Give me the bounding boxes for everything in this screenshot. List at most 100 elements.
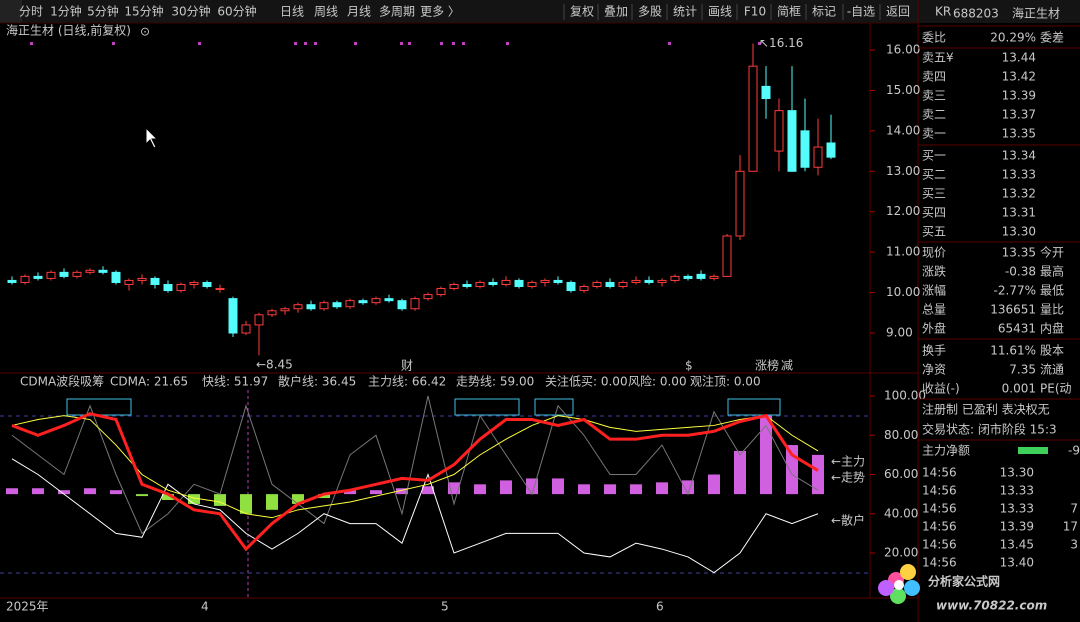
period-tab[interactable]: 5分钟: [87, 4, 119, 19]
candle-body: [59, 271, 69, 277]
indicator-line: [11, 458, 819, 574]
ask-price: 13.44: [1002, 51, 1036, 65]
histogram-bar: [708, 474, 720, 495]
candle-body: [670, 275, 680, 281]
tick-time: 14:56: [922, 502, 957, 516]
quote-value: 11.61%: [990, 344, 1036, 358]
histogram-bar: [58, 490, 70, 495]
bid-price: 13.32: [1002, 187, 1036, 201]
period-tab[interactable]: 60分钟: [217, 4, 256, 19]
histogram-bar: [266, 494, 278, 510]
status: 交易状态: 闭市阶段 15:3: [922, 422, 1057, 437]
candle-body: [761, 85, 771, 100]
histogram-bar: [396, 488, 408, 495]
quote-label: 涨跌: [922, 264, 946, 279]
flow-bar: [1018, 447, 1048, 454]
tick-price: 13.39: [1000, 520, 1034, 534]
candle-body: [722, 235, 732, 277]
candle-body: [176, 283, 186, 292]
tool-button[interactable]: 多股: [638, 5, 662, 19]
tick-time: 14:56: [922, 538, 957, 552]
y-tick-label: 40.00: [884, 506, 918, 520]
tool-button[interactable]: 叠加: [604, 5, 628, 19]
stock-name: 海正生材: [1012, 6, 1060, 21]
candle-body: [384, 298, 394, 302]
x-axis-label: 2025年: [6, 600, 49, 614]
tick-volume: 3: [1070, 538, 1078, 552]
event-marker[interactable]: 减: [781, 359, 793, 373]
toolbar-bg: [0, 0, 1080, 23]
candle-body: [215, 288, 225, 291]
histogram-bar: [214, 494, 226, 506]
quote-value: 136651: [990, 303, 1036, 317]
quote-label: 净资: [922, 363, 946, 377]
period-tab[interactable]: 日线: [280, 5, 304, 19]
candle-body: [85, 269, 95, 273]
quote-label: 涨幅: [922, 283, 946, 298]
candle-body: [605, 281, 615, 288]
quote-value: 13.35: [1002, 246, 1036, 260]
period-tab[interactable]: 分时: [19, 5, 43, 19]
tool-button[interactable]: 返回: [886, 5, 910, 19]
mouse-cursor: [145, 126, 159, 149]
tool-button[interactable]: 标记: [812, 5, 836, 19]
candle-body: [202, 281, 212, 288]
ask-label: 卖二: [922, 108, 946, 122]
stock-code: 688203: [953, 7, 999, 21]
ask-price: 13.42: [1002, 70, 1036, 84]
candle-body: [397, 300, 407, 310]
line-label: ←走势: [831, 471, 865, 485]
quote-label: 现价: [922, 246, 946, 260]
period-tab[interactable]: 更多 〉: [420, 5, 460, 19]
candle-body: [696, 273, 706, 279]
tool-button[interactable]: F10: [744, 5, 766, 19]
tool-button[interactable]: 简框: [777, 5, 801, 19]
histogram-bar: [292, 494, 304, 504]
histogram-bar: [370, 490, 382, 495]
histogram-bar: [110, 490, 122, 495]
candle-body: [527, 281, 537, 288]
watermark-title: 分析家公式网: [928, 574, 1000, 589]
quote-label: PE(动: [1040, 382, 1072, 396]
bid-price: 13.33: [1002, 168, 1036, 182]
candle-body: [709, 275, 719, 279]
quote-value: 65431: [998, 322, 1036, 336]
period-tab[interactable]: 月线: [347, 5, 371, 19]
tool-button[interactable]: 画线: [708, 5, 732, 19]
tool-button[interactable]: 复权: [570, 5, 594, 19]
bid-price: 13.31: [1002, 206, 1036, 220]
candle-body: [462, 283, 472, 288]
y-tick-label: 13.00: [886, 164, 920, 178]
label: 委差: [1040, 31, 1064, 45]
period-tab[interactable]: 1分钟: [50, 4, 82, 19]
tool-button[interactable]: -自选: [847, 5, 875, 19]
y-tick-label: 10.00: [886, 285, 920, 299]
menu-button[interactable]: [0, 0, 22, 23]
period-tab[interactable]: 30分钟: [171, 4, 210, 19]
settings-icon[interactable]: ⊙: [140, 25, 150, 39]
candle-body: [436, 288, 446, 296]
y-tick-label: 16.00: [886, 43, 920, 57]
event-marker[interactable]: 财: [401, 359, 413, 373]
histogram-bar: [448, 482, 460, 495]
event-marker[interactable]: 涨榜: [755, 358, 779, 373]
candle-body: [33, 275, 43, 279]
tool-button[interactable]: 统计: [673, 5, 697, 19]
period-tab[interactable]: 多周期: [379, 5, 415, 19]
quote-label: 外盘: [922, 321, 946, 336]
tags: 注册制 已盈利 表决权无: [922, 402, 1050, 417]
y-tick-label: 15.00: [886, 83, 920, 97]
candle-body: [579, 286, 589, 292]
event-marker[interactable]: $: [685, 359, 693, 373]
quote-label: 收益(-): [922, 382, 960, 396]
ask-price: 13.35: [1002, 127, 1036, 141]
tick-time: 14:56: [922, 556, 957, 570]
quote-label: 流通: [1040, 363, 1064, 377]
candle-body: [735, 170, 745, 237]
period-tab[interactable]: 15分钟: [124, 4, 163, 19]
histogram-bar: [6, 488, 18, 495]
candle-body: [566, 281, 576, 292]
period-tab[interactable]: 周线: [314, 5, 338, 19]
